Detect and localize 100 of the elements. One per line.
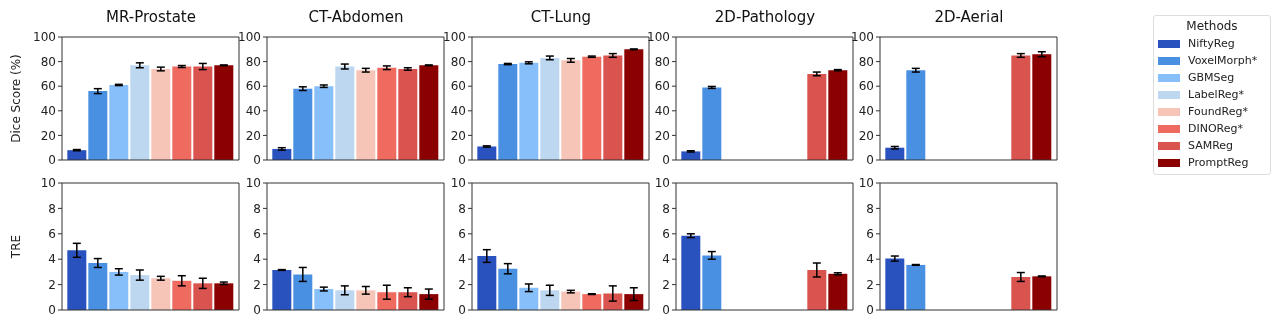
- chart-title: 2D-Aerial: [933, 8, 1005, 26]
- legend-label: GBMSeg: [1188, 71, 1235, 84]
- y-tick-label: 8: [48, 201, 56, 216]
- bar: [151, 278, 171, 310]
- legend-label: LabelReg*: [1188, 88, 1245, 101]
- y-tick-label: 6: [866, 227, 874, 242]
- y-tick-label: 100: [443, 30, 466, 45]
- bar: [172, 280, 192, 310]
- y-tick-label: 8: [458, 201, 466, 216]
- bar: [109, 84, 129, 160]
- chart-title: 2D-Pathology: [713, 8, 817, 26]
- bar: [67, 250, 87, 310]
- y-axis-title: TRE: [9, 234, 24, 260]
- bar: [151, 68, 171, 160]
- bar: [624, 294, 644, 310]
- y-tick-label: 0: [662, 303, 670, 318]
- bar: [314, 289, 334, 310]
- bar: [1011, 55, 1031, 160]
- y-tick-label: 10: [40, 176, 56, 191]
- y-tick-label: 6: [253, 227, 261, 242]
- bar: [193, 283, 213, 310]
- legend-title: Methods: [1185, 19, 1239, 33]
- bar: [498, 268, 518, 310]
- bar: [293, 274, 313, 310]
- bar: [398, 68, 418, 160]
- bar: [828, 273, 848, 310]
- y-tick-label: 40: [40, 104, 56, 119]
- bar: [356, 290, 376, 310]
- bar: [293, 88, 313, 160]
- bar: [130, 65, 150, 160]
- bar: [419, 65, 439, 160]
- y-tick-label: 2: [48, 277, 56, 292]
- bar: [377, 292, 397, 310]
- bar: [272, 270, 292, 310]
- bar: [88, 263, 108, 310]
- bar: [582, 56, 602, 160]
- y-tick-label: 4: [662, 252, 670, 267]
- y-tick-label: 0: [458, 153, 466, 168]
- y-tick-label: 60: [654, 79, 670, 94]
- y-tick-label: 10: [654, 176, 670, 191]
- bar: [561, 291, 581, 310]
- y-tick-label: 8: [253, 201, 261, 216]
- legend-label: FoundReg*: [1188, 105, 1248, 118]
- y-tick-label: 4: [458, 252, 466, 267]
- bar: [356, 70, 376, 160]
- bar: [681, 235, 701, 310]
- bar: [702, 87, 722, 160]
- bar: [398, 292, 418, 310]
- bar: [561, 60, 581, 160]
- y-tick-label: 60: [858, 79, 874, 94]
- y-tick-label: 8: [866, 201, 874, 216]
- y-tick-label: 80: [245, 54, 261, 69]
- bar: [906, 70, 926, 160]
- bar: [603, 55, 623, 160]
- y-tick-label: 40: [245, 104, 261, 119]
- bar: [807, 73, 827, 160]
- y-tick-label: 40: [858, 104, 874, 119]
- bar: [519, 287, 539, 310]
- y-tick-label: 100: [851, 30, 874, 45]
- y-tick-label: 80: [654, 54, 670, 69]
- bar: [498, 64, 518, 160]
- legend-label: PromptReg: [1188, 156, 1249, 169]
- y-tick-label: 10: [450, 176, 466, 191]
- y-tick-label: 20: [654, 128, 670, 143]
- y-tick-label: 20: [858, 128, 874, 143]
- bar: [477, 256, 497, 310]
- y-tick-label: 0: [458, 303, 466, 318]
- y-tick-label: 2: [662, 277, 670, 292]
- y-tick-label: 0: [866, 153, 874, 168]
- y-tick-label: 6: [662, 227, 670, 242]
- bar: [603, 293, 623, 310]
- y-tick-label: 0: [253, 153, 261, 168]
- bar: [1032, 54, 1052, 160]
- y-tick-label: 40: [450, 104, 466, 119]
- y-tick-label: 40: [654, 104, 670, 119]
- bar: [214, 65, 234, 160]
- y-tick-label: 20: [40, 128, 56, 143]
- y-tick-label: 6: [48, 227, 56, 242]
- y-tick-label: 4: [253, 252, 261, 267]
- y-tick-label: 80: [858, 54, 874, 69]
- y-tick-label: 0: [253, 303, 261, 318]
- bar: [807, 270, 827, 310]
- bar: [519, 62, 539, 160]
- y-tick-label: 80: [450, 54, 466, 69]
- bar: [88, 91, 108, 160]
- bar: [582, 294, 602, 310]
- chart-title: MR-Prostate: [105, 8, 197, 26]
- y-tick-label: 10: [858, 176, 874, 191]
- bar: [130, 275, 150, 310]
- bar: [906, 264, 926, 310]
- bar: [109, 271, 129, 310]
- y-tick-label: 4: [48, 252, 56, 267]
- bar: [1032, 276, 1052, 310]
- bar: [172, 66, 192, 160]
- y-tick-label: 0: [48, 153, 56, 168]
- y-tick-label: 100: [647, 30, 670, 45]
- legend-label: VoxelMorph*: [1188, 54, 1258, 67]
- y-tick-label: 2: [866, 277, 874, 292]
- legend-label: SAMReg: [1188, 139, 1234, 152]
- legend-label: DINOReg*: [1188, 122, 1243, 135]
